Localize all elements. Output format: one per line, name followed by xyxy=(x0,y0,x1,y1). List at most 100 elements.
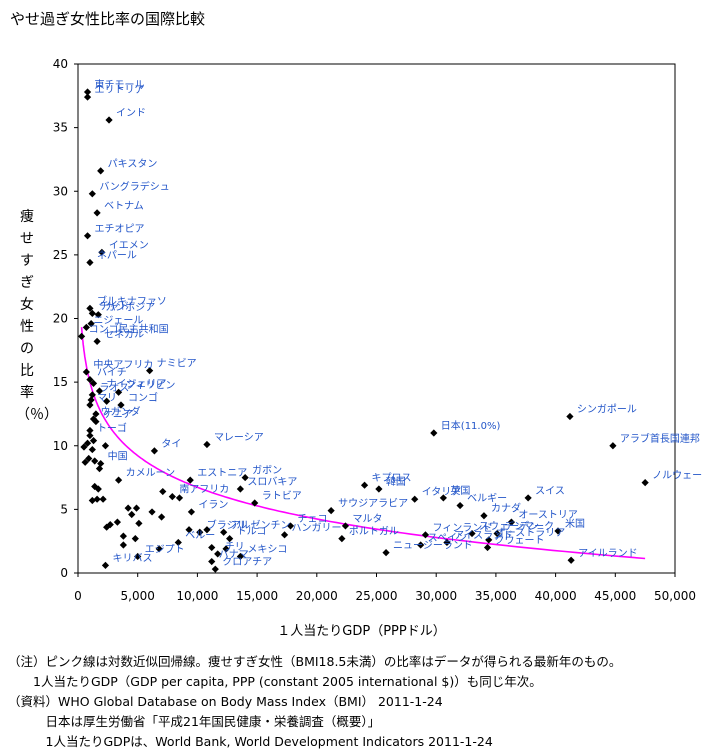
data-label: セネガル xyxy=(104,328,144,340)
data-point xyxy=(88,190,96,198)
data-label: ベルギー xyxy=(467,493,507,505)
data-label: マリ xyxy=(97,393,117,404)
x-tick-label: 45,000 xyxy=(594,589,636,603)
data-point xyxy=(86,375,94,384)
data-point xyxy=(98,248,106,256)
data-label: バングラデシュ xyxy=(99,180,170,193)
data-label: コンゴ民主共和国 xyxy=(89,322,169,335)
data-point xyxy=(641,479,649,487)
data-label: トーゴ xyxy=(97,422,127,435)
data-point xyxy=(236,552,244,561)
data-point xyxy=(86,401,94,409)
data-point xyxy=(480,512,488,520)
data-point xyxy=(85,454,93,463)
data-label: 米国 xyxy=(565,517,585,530)
note-line: 1人当たりGDP（GDP per capita, PPP (constant 2… xyxy=(8,674,542,689)
x-tick-label: 20,000 xyxy=(296,589,338,603)
data-label: ハイチ xyxy=(97,367,127,379)
data-point xyxy=(507,518,516,526)
data-point xyxy=(226,535,234,543)
data-point xyxy=(82,323,90,332)
data-point xyxy=(417,541,425,549)
scatter-chart: 0 5 10 15 20 25 30 35 40 0 5,000 10,000 15,000 20,000… xyxy=(53,57,702,603)
y-tick-label: 25 xyxy=(53,248,68,262)
data-label: スイス xyxy=(535,486,565,497)
data-point xyxy=(77,332,86,340)
data-point xyxy=(86,426,94,435)
data-label: イタリア xyxy=(422,486,462,498)
x-tick-label: 5,000 xyxy=(121,589,155,603)
data-label: タイ xyxy=(161,438,181,450)
plot-frame xyxy=(77,63,676,574)
data-point xyxy=(88,496,96,505)
data-label: マルタ xyxy=(352,513,382,525)
data-label: 日本(11.0%) xyxy=(441,419,501,432)
note-line: 日本は厚生労働省「平成21年国民健康・栄養調査（概要）」 xyxy=(8,714,381,729)
data-point xyxy=(88,309,96,318)
data-label: マレーシア xyxy=(214,432,264,443)
data-point xyxy=(187,508,196,516)
data-point xyxy=(95,387,104,395)
data-point xyxy=(524,494,532,502)
data-point xyxy=(94,311,102,319)
data-point xyxy=(103,397,111,405)
y-tick-label: 15 xyxy=(53,375,68,389)
y-tick-label: 0 xyxy=(60,566,68,580)
data-label: パナマ xyxy=(219,549,249,561)
data-point xyxy=(132,504,141,512)
data-label: 中国 xyxy=(108,450,128,463)
data-point xyxy=(375,485,383,493)
data-point xyxy=(150,447,159,455)
data-label: イラン xyxy=(198,499,228,511)
data-label: メキシコ xyxy=(247,544,287,555)
data-point xyxy=(117,401,125,409)
data-point xyxy=(214,550,222,558)
data-point xyxy=(93,209,101,217)
data-point xyxy=(286,522,295,530)
data-point xyxy=(421,531,430,539)
data-point xyxy=(327,507,335,515)
data-label: キリバス xyxy=(112,552,152,564)
data-point xyxy=(208,557,216,566)
trend-line xyxy=(80,327,646,560)
data-point xyxy=(88,391,96,399)
data-point xyxy=(483,543,492,552)
data-point xyxy=(609,442,617,450)
data-point xyxy=(185,526,193,534)
data-point xyxy=(91,457,99,465)
data-label: アイスランド xyxy=(454,529,513,541)
data-label: インド xyxy=(116,108,146,119)
data-point xyxy=(83,232,92,240)
data-label: チャド xyxy=(99,300,129,312)
y-tick-label: 20 xyxy=(53,312,68,326)
data-label: ポルトガル xyxy=(349,526,399,538)
data-point xyxy=(430,429,438,437)
data-point xyxy=(148,508,156,516)
data-label: ケニア xyxy=(103,409,133,421)
data-label: スウェーデン xyxy=(479,520,539,533)
data-point xyxy=(119,541,127,549)
data-label: チェコ xyxy=(298,513,328,525)
data-point xyxy=(86,304,94,312)
x-tick-label: 40,000 xyxy=(535,589,577,603)
data-point xyxy=(155,545,163,553)
data-point xyxy=(211,565,219,573)
data-label: エストニア xyxy=(197,468,247,479)
data-point xyxy=(119,532,127,540)
data-label: クロアチア xyxy=(222,556,272,568)
data-point xyxy=(567,556,575,564)
data-point xyxy=(99,495,107,503)
data-label: ネパール xyxy=(97,250,137,262)
data-point xyxy=(92,410,100,418)
data-point xyxy=(94,485,102,493)
data-point xyxy=(86,258,94,267)
data-label: ベルー xyxy=(185,529,215,541)
data-label: 東チモール xyxy=(95,78,145,91)
data-label: エリトリア xyxy=(95,85,145,96)
data-point xyxy=(101,442,110,450)
data-point xyxy=(134,552,142,561)
data-label: ブルキナファソ xyxy=(97,294,167,307)
data-label: ナイジェリア xyxy=(106,378,166,390)
data-label: クウェート xyxy=(495,535,545,547)
data-point xyxy=(128,510,136,519)
